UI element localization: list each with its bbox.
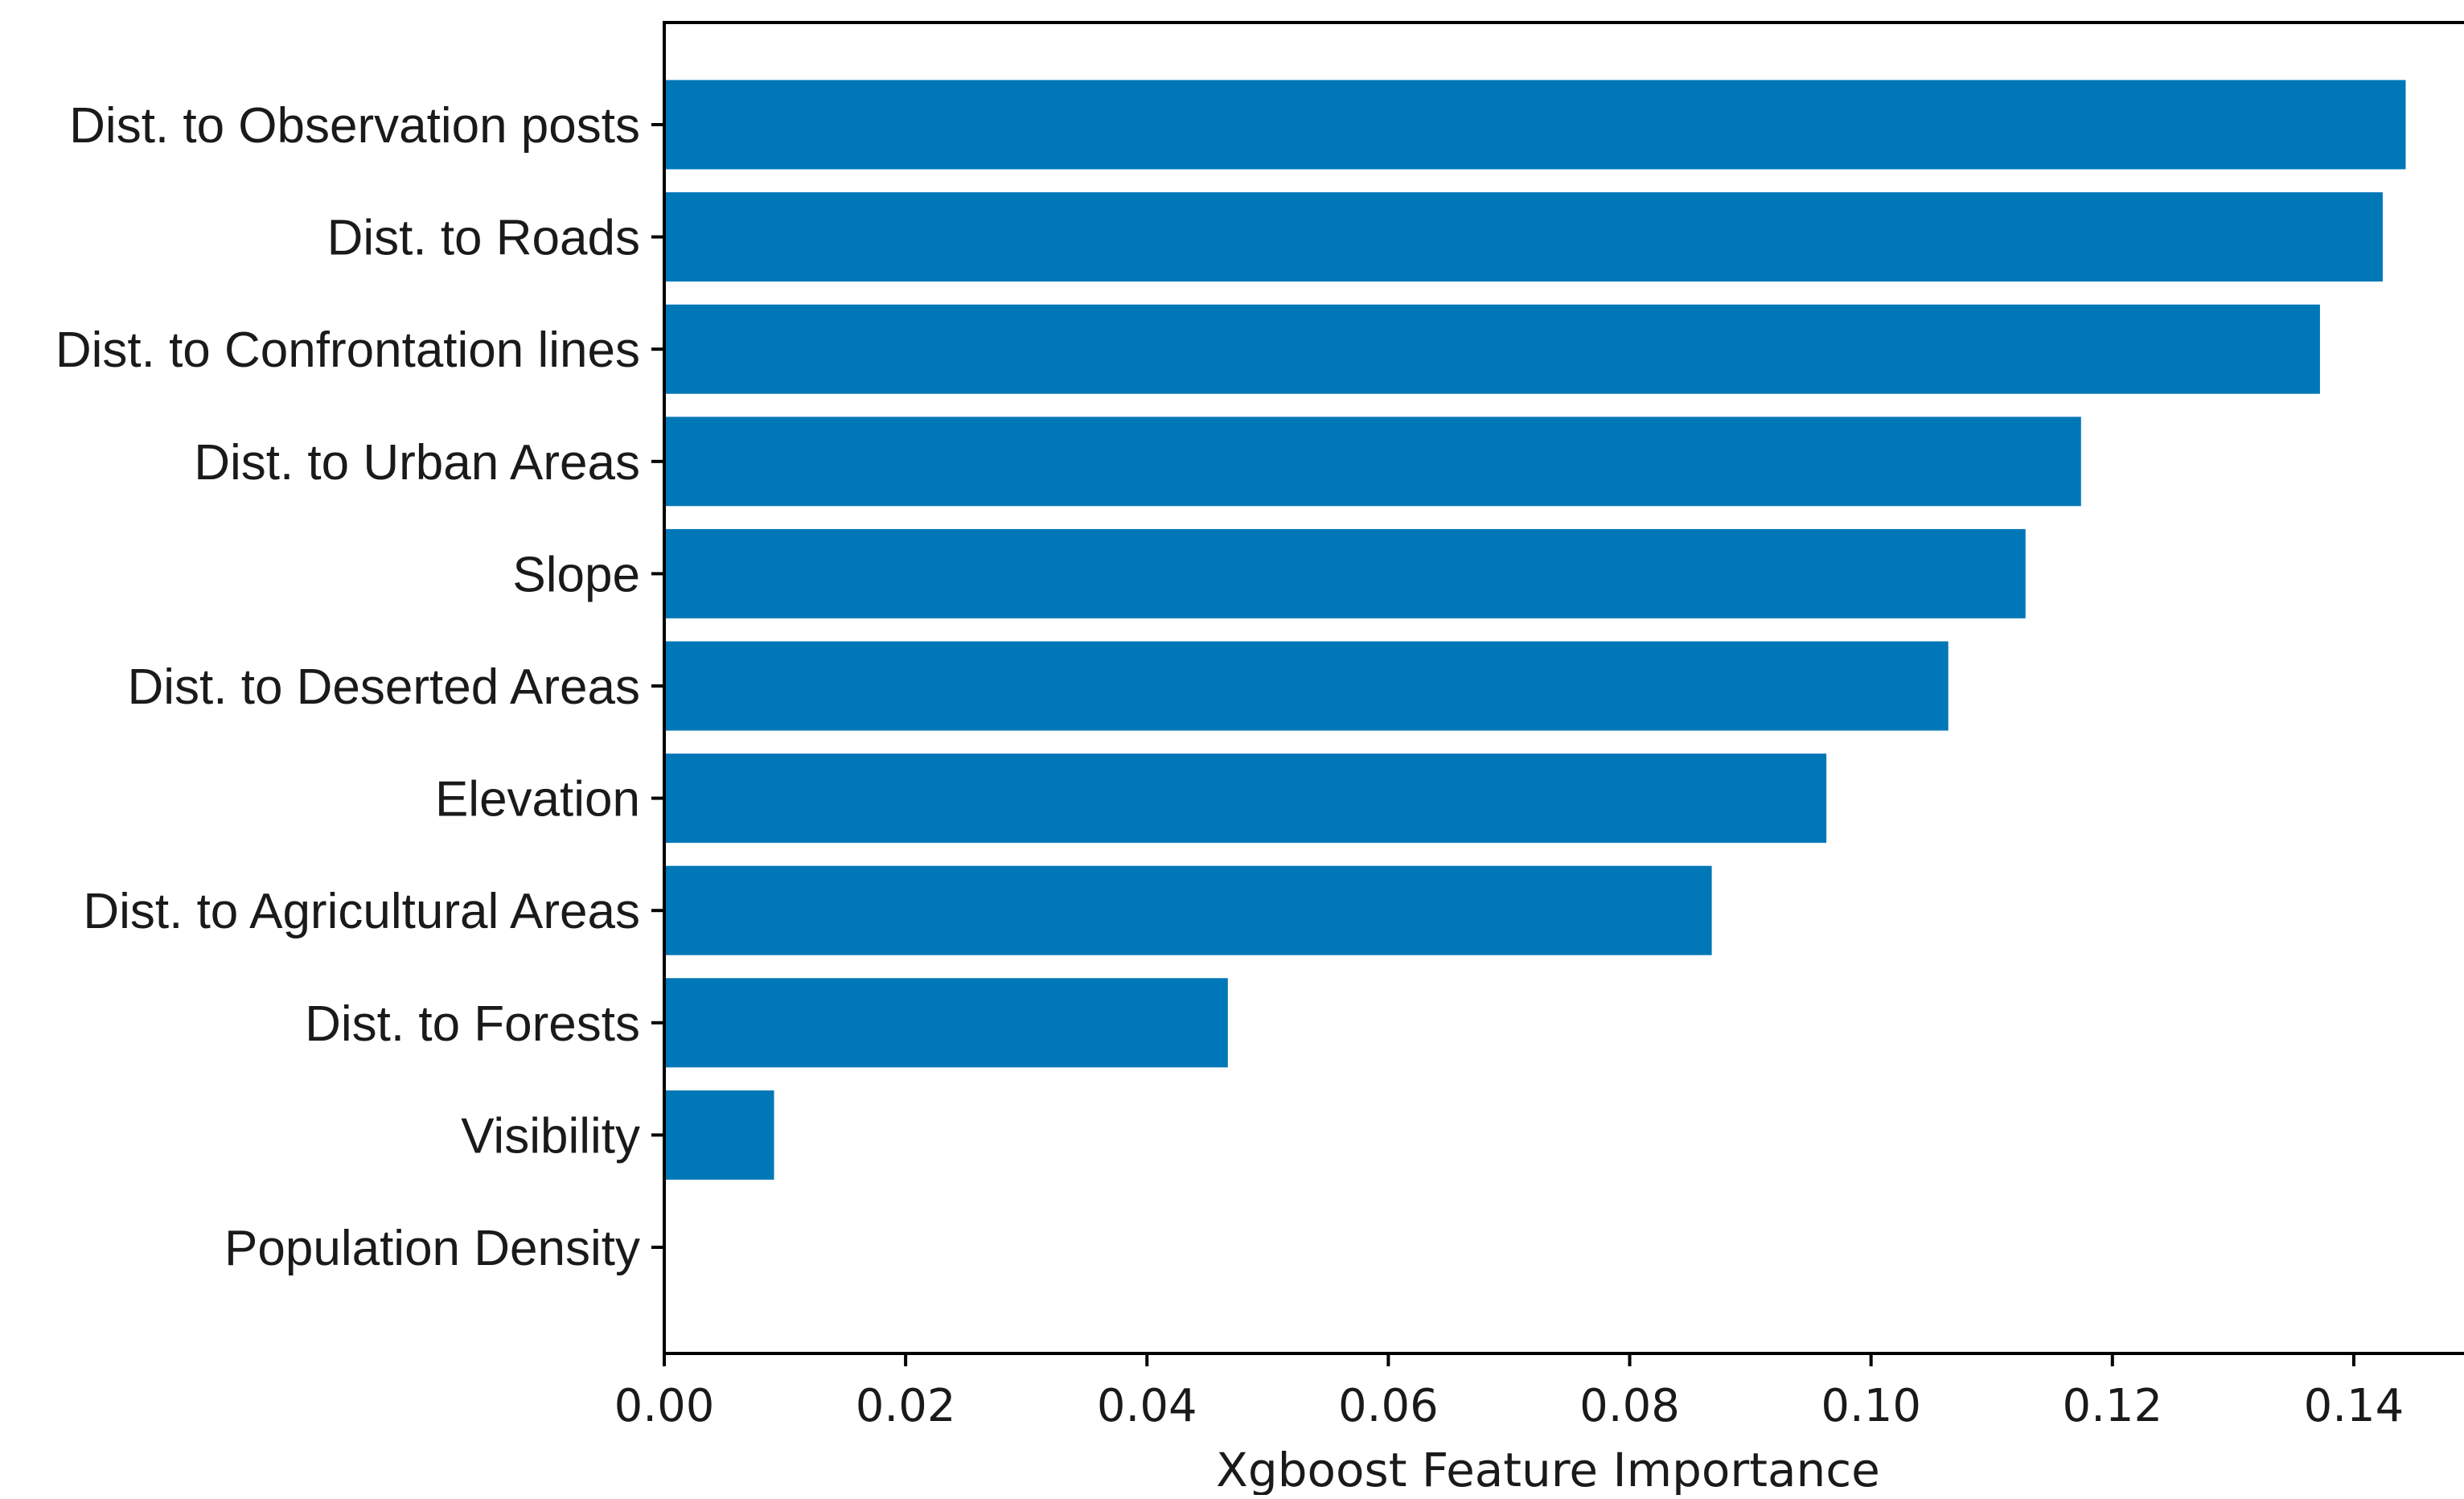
bar-9 <box>664 978 1228 1068</box>
bar-1 <box>664 80 2406 170</box>
y-tick-label: Dist. to Deserted Areas <box>128 659 641 715</box>
bar-8 <box>664 865 1712 955</box>
y-tick-label: Visibility <box>461 1108 640 1164</box>
y-axis-labels: Dist. to Observation posts Dist. to Roads… <box>55 98 640 1276</box>
x-tick-label: 0.04 <box>1097 1380 1197 1432</box>
x-tick-label: 0.02 <box>856 1380 956 1432</box>
y-tick-label: Slope <box>512 547 640 602</box>
y-axis-ticks <box>651 123 664 1249</box>
bar-2 <box>664 192 2383 282</box>
x-axis-title: Xgboost Feature Importance <box>1216 1443 1880 1495</box>
bar-4 <box>664 417 2081 507</box>
y-tick-label: Elevation <box>435 772 640 828</box>
x-axis-tick-labels: 0.00 0.02 0.04 0.06 0.08 0.10 0.12 0.14 <box>614 1380 2404 1432</box>
y-tick-label: Dist. to Forests <box>305 996 640 1052</box>
axes-frame <box>663 21 2464 1355</box>
x-tick-label: 0.06 <box>1338 1380 1439 1432</box>
bars-layer <box>664 80 2406 1180</box>
bar-10 <box>664 1090 774 1180</box>
bar-7 <box>664 754 1827 844</box>
y-tick-label: Dist. to Agricultural Areas <box>83 884 640 939</box>
x-tick-label: 0.10 <box>1821 1380 1921 1432</box>
x-tick-label: 0.08 <box>1579 1380 1680 1432</box>
bar-5 <box>664 528 2026 618</box>
y-tick-label: Dist. to Observation posts <box>69 98 640 154</box>
x-tick-label: 0.12 <box>2062 1380 2162 1432</box>
y-tick-label: Population Density <box>224 1221 640 1276</box>
bar-3 <box>664 304 2320 394</box>
bar-6 <box>664 641 1949 731</box>
y-tick-label: Dist. to Urban Areas <box>194 435 640 491</box>
y-tick-label: Dist. to Confrontation lines <box>55 322 640 378</box>
x-axis-ticks <box>663 1353 2355 1366</box>
x-tick-label: 0.14 <box>2304 1380 2404 1432</box>
y-tick-label: Dist. to Roads <box>327 211 640 266</box>
x-tick-label: 0.00 <box>614 1380 715 1432</box>
